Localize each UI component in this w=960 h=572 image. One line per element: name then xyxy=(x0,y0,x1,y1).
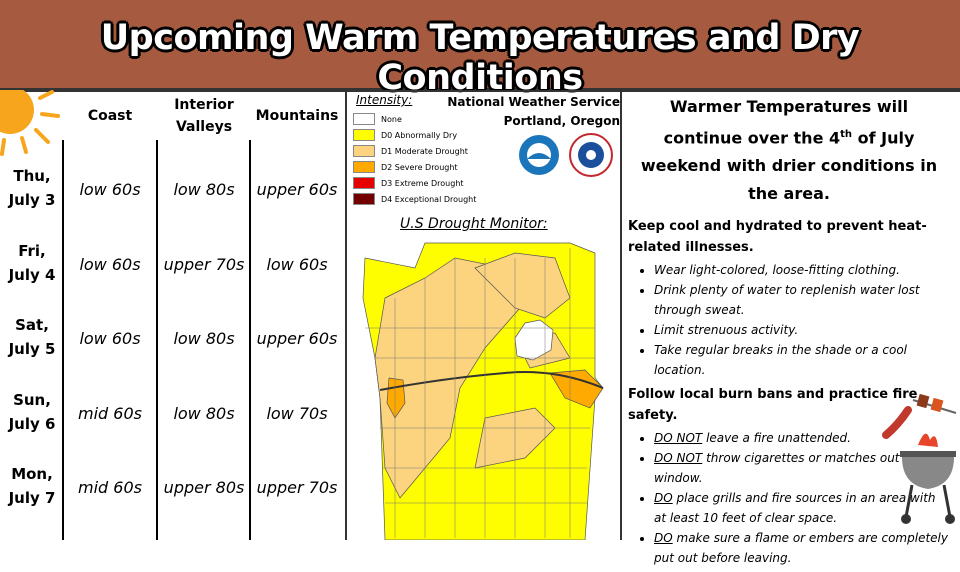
column-header: Mountains xyxy=(255,108,339,124)
bullet-text: place grills and fire sources in an area… xyxy=(654,491,936,526)
column-header: Interior Valleys xyxy=(174,97,234,135)
drought-map xyxy=(362,242,604,540)
cell: mid 60s xyxy=(78,403,142,423)
legend-swatch xyxy=(353,177,375,189)
cell: upper 60s xyxy=(256,329,338,348)
legend-item: D3 Extreme Drought xyxy=(353,175,476,191)
legend-label: D3 Extreme Drought xyxy=(381,178,464,188)
cell: upper 60s xyxy=(256,180,338,199)
legend-label: None xyxy=(381,114,402,124)
intro-text: Warmer Temperatures will continue over t… xyxy=(663,97,909,148)
section-heading: Keep cool and hydrated to prevent heat-r… xyxy=(628,219,927,256)
legend-swatch xyxy=(353,193,375,205)
column-rule xyxy=(249,140,251,540)
legend-label: D2 Severe Drought xyxy=(381,162,458,172)
legend-title: Intensity: xyxy=(356,93,413,107)
column-rule xyxy=(62,140,64,540)
bullet: DO NOT leave a fire unattended. xyxy=(654,428,950,448)
nws-name: National Weather Service xyxy=(447,95,620,109)
grill-icon xyxy=(882,393,957,524)
row-day: Sat, July 5 xyxy=(8,316,56,358)
rule xyxy=(0,90,960,92)
row-day: Thu, July 3 xyxy=(8,167,56,209)
legend-item: None xyxy=(353,111,476,127)
divider xyxy=(620,90,622,540)
legend-swatch xyxy=(353,129,375,141)
column-rule xyxy=(156,140,158,540)
bullet: Wear light-colored, loose-fitting clothi… xyxy=(654,260,950,280)
cell: upper 80s xyxy=(163,478,245,497)
cell: low 70s xyxy=(266,403,328,423)
cell: upper 70s xyxy=(256,478,338,497)
intro: Warmer Temperatures will continue over t… xyxy=(628,93,950,208)
legend-swatch xyxy=(353,161,375,173)
bullet-text: Limit strenuous activity. xyxy=(654,323,799,338)
cell: mid 60s xyxy=(78,478,142,497)
cell: low 80s xyxy=(173,329,235,348)
column-header: Coast xyxy=(87,108,133,124)
bullet-text: Wear light-colored, loose-fitting clothi… xyxy=(654,263,900,278)
cell: low 80s xyxy=(173,180,235,199)
logos xyxy=(519,133,613,177)
legend-item: D1 Moderate Drought xyxy=(353,143,476,159)
cell: low 60s xyxy=(79,254,141,274)
legend-label: D1 Moderate Drought xyxy=(381,146,468,156)
map-title: U.S Drought Monitor: xyxy=(400,216,548,232)
legend-item: D0 Abnormally Dry xyxy=(353,127,476,143)
bullet-text: Drink plenty of water to replenish water… xyxy=(654,283,920,318)
cell: low 60s xyxy=(79,180,141,199)
cell: low 60s xyxy=(79,329,141,348)
legend-swatch xyxy=(353,145,375,157)
cell: upper 70s xyxy=(163,254,245,274)
sun-icon xyxy=(0,90,60,156)
section-heading: Follow local burn bans and practice fire… xyxy=(628,387,918,424)
title: Upcoming Warm Temperatures and Dry Condi… xyxy=(100,18,860,98)
bullet: Take regular breaks in the shade or a co… xyxy=(654,340,950,380)
legend-label: D0 Abnormally Dry xyxy=(381,130,458,140)
legend-swatch xyxy=(353,113,375,125)
cell: low 80s xyxy=(173,403,235,423)
row-day: Sun, July 6 xyxy=(8,390,56,433)
bullet-emphasis: DO xyxy=(654,491,673,506)
intro-text: of July weekend with drier conditions in… xyxy=(640,128,938,204)
bullet: Limit strenuous activity. xyxy=(654,320,950,340)
bullet-text: make sure a flame or embers are complete… xyxy=(654,531,948,566)
bullet-emphasis: DO NOT xyxy=(654,431,703,446)
bullet-emphasis: DO NOT xyxy=(654,451,703,466)
legend-item: D2 Severe Drought xyxy=(353,159,476,175)
nws-block: National Weather Service Portland, Orego… xyxy=(440,93,620,131)
bullet-text: leave a fire unattended. xyxy=(702,431,851,446)
bullet: DO NOT throw cigarettes or matches out a… xyxy=(654,448,950,488)
row-day: Mon, July 7 xyxy=(8,465,56,507)
bullet-emphasis: DO xyxy=(654,531,673,546)
legend: None D0 Abnormally Dry D1 Moderate Drought… xyxy=(353,111,476,207)
header-bar xyxy=(0,0,960,90)
intro-sup: th xyxy=(840,129,853,140)
nws-location: Portland, Oregon xyxy=(503,114,620,128)
divider xyxy=(345,90,347,540)
bullet: DO make sure a flame or embers are compl… xyxy=(654,528,950,568)
bullet-list: Wear light-colored, loose-fitting clothi… xyxy=(628,260,950,380)
bullet: DO place grills and fire sources in an a… xyxy=(654,488,950,528)
row-day: Fri, July 4 xyxy=(8,241,56,284)
bullet-text: throw cigarettes or matches out a window… xyxy=(654,451,911,486)
cell: low 60s xyxy=(266,254,328,274)
bullet-text: Take regular breaks in the shade or a co… xyxy=(654,343,908,378)
page: Upcoming Warm Temperatures and Dry Condi… xyxy=(0,0,960,540)
bullet: Drink plenty of water to replenish water… xyxy=(654,280,950,320)
legend-item: D4 Exceptional Drought xyxy=(353,191,476,207)
legend-label: D4 Exceptional Drought xyxy=(381,194,477,204)
